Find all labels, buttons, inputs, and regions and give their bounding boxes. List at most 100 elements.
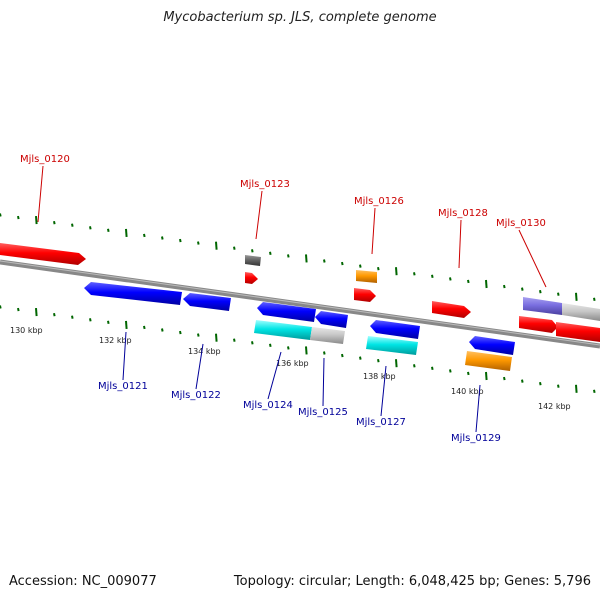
- gene-label[interactable]: Mjls_0121: [98, 381, 148, 392]
- gene-mjls-0129-orange[interactable]: [465, 351, 512, 371]
- minor-tick: [467, 279, 470, 284]
- gene-label[interactable]: Mjls_0123: [240, 179, 290, 190]
- gene-mjls-0128[interactable]: [432, 301, 471, 318]
- major-tick: [215, 241, 218, 250]
- major-tick: [125, 320, 128, 329]
- gene-mjls-0124-cyan[interactable]: [254, 320, 312, 340]
- minor-tick: [143, 325, 146, 330]
- gene-label-leader: [37, 165, 44, 223]
- major-tick: [125, 228, 128, 237]
- gene-label[interactable]: Mjls_0122: [171, 390, 221, 401]
- scale-labels: 130 kbp 132 kbp 134 kbp 136 kbp 138 kbp 140 k…: [10, 326, 571, 411]
- gene-mjls-0131[interactable]: [556, 322, 600, 342]
- gene-label[interactable]: Mjls_0129: [451, 433, 501, 444]
- gene-mjls-0126-orange[interactable]: [356, 270, 377, 283]
- gene-label[interactable]: Mjls_0130: [496, 218, 546, 229]
- gene-label[interactable]: Mjls_0127: [356, 417, 406, 428]
- major-tick: [575, 384, 578, 393]
- gene-mjls-0122[interactable]: [183, 293, 231, 311]
- minor-tick: [269, 343, 272, 348]
- minor-tick: [503, 376, 506, 381]
- minor-tick: [449, 277, 452, 281]
- gene-mjls-0130-grey[interactable]: [562, 303, 600, 321]
- gene-label-leader: [475, 384, 481, 433]
- gene-label-leader: [267, 351, 282, 400]
- gene-mjls-0130-purple[interactable]: [523, 297, 562, 315]
- minor-tick: [197, 241, 200, 245]
- gene-mjls-0125-grey[interactable]: [310, 327, 345, 344]
- gene-mjls-0129[interactable]: [469, 336, 515, 355]
- major-tick: [215, 333, 218, 342]
- minor-tick: [521, 379, 524, 383]
- gene-mjls-0124[interactable]: [257, 302, 316, 322]
- minor-tick: [341, 353, 344, 358]
- gene-label[interactable]: Mjls_0125: [298, 407, 348, 418]
- major-tick: [575, 292, 578, 301]
- minor-tick: [431, 366, 434, 371]
- gene-label-leader: [322, 357, 325, 407]
- minor-tick: [107, 320, 110, 325]
- gene-mjls-0127[interactable]: [370, 320, 420, 339]
- major-tick: [305, 254, 308, 263]
- gene-label[interactable]: Mjls_0124: [243, 400, 293, 411]
- major-tick: [35, 216, 38, 225]
- gene-mjls-0127-cyan[interactable]: [366, 336, 418, 355]
- minor-tick: [467, 371, 470, 376]
- gene-mjls-0120[interactable]: [0, 243, 86, 265]
- minor-tick: [287, 254, 290, 258]
- gene-label-leader: [380, 365, 387, 417]
- minor-tick: [413, 364, 416, 368]
- minor-tick: [323, 351, 326, 355]
- minor-tick: [557, 292, 560, 296]
- gene-mjls-0123-small[interactable]: [245, 255, 261, 266]
- minor-tick: [197, 333, 200, 337]
- scale-label: 134 kbp: [188, 347, 221, 356]
- major-tick: [485, 371, 488, 381]
- minor-tick: [413, 272, 416, 276]
- gene-label-leader: [371, 207, 376, 255]
- gene-label[interactable]: Mjls_0120: [20, 154, 70, 165]
- scale-label: 140 kbp: [451, 387, 484, 396]
- genome-backbone: [0, 259, 600, 349]
- minor-tick: [449, 369, 452, 373]
- scale-label: 138 kbp: [363, 372, 396, 381]
- minor-tick: [377, 358, 380, 363]
- minor-tick: [179, 238, 182, 243]
- minor-tick: [161, 328, 164, 332]
- gene-labels: Mjls_0120 Mjls_0121 Mjls_0122 Mjls_0123 Mjls…: [20, 154, 547, 444]
- gene-label-leader: [458, 219, 462, 269]
- minor-tick: [0, 305, 2, 309]
- minor-tick: [341, 261, 344, 266]
- major-tick: [395, 359, 398, 368]
- scale-label: 132 kbp: [99, 336, 132, 345]
- gene-label-leader: [122, 331, 127, 381]
- minor-tick: [269, 251, 272, 256]
- minor-tick: [107, 228, 110, 233]
- minor-tick: [539, 381, 542, 386]
- minor-tick: [179, 330, 182, 335]
- minor-tick: [557, 384, 560, 388]
- gene-mjls-0130[interactable]: [519, 316, 558, 333]
- minor-tick: [71, 315, 74, 319]
- minor-tick: [89, 226, 92, 230]
- minor-tick: [161, 236, 164, 240]
- minor-tick: [251, 341, 254, 345]
- minor-tick: [359, 356, 362, 360]
- minor-tick: [323, 259, 326, 263]
- minor-tick: [89, 318, 92, 322]
- minor-tick: [53, 312, 56, 317]
- scale-label: 136 kbp: [276, 359, 309, 368]
- gene-mjls-0123[interactable]: [245, 272, 258, 284]
- gene-label[interactable]: Mjls_0128: [438, 208, 488, 219]
- gene-mjls-0121[interactable]: [84, 282, 182, 305]
- gene-label-leader: [195, 343, 204, 390]
- minor-tick: [233, 246, 236, 250]
- minor-tick: [377, 266, 380, 271]
- minor-tick: [503, 284, 506, 289]
- minor-tick: [521, 287, 524, 291]
- gene-label[interactable]: Mjls_0126: [354, 196, 404, 207]
- gene-mjls-0125[interactable]: [315, 311, 348, 328]
- genome-backbone-highlight: [0, 260, 600, 346]
- gene-mjls-0126[interactable]: [354, 288, 376, 302]
